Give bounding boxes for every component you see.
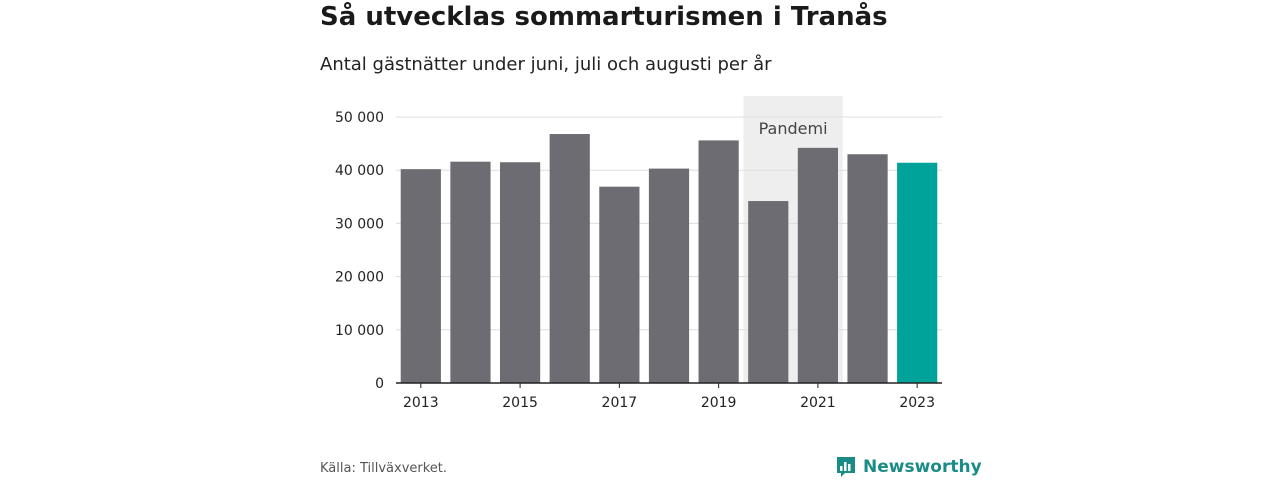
- x-tick-label: 2023: [899, 395, 935, 411]
- y-tick-label: 20 000: [335, 270, 384, 286]
- source-note: Källa: Tillväxverket.: [320, 461, 448, 476]
- bar-2023: [897, 162, 938, 383]
- bar-2015: [499, 162, 541, 383]
- x-tick-label: 2013: [403, 395, 439, 411]
- bar-2014: [450, 161, 491, 383]
- y-tick-label: 0: [375, 376, 384, 392]
- x-tick-label: 2021: [800, 395, 836, 411]
- brand-name: Newsworthy: [863, 457, 982, 477]
- x-tick-label: 2017: [602, 395, 638, 411]
- y-tick-label: 30 000: [335, 216, 384, 232]
- bar-2017: [599, 186, 640, 383]
- pandemic-label: Pandemi: [759, 119, 828, 138]
- bar-2013: [400, 169, 441, 383]
- bar-2021: [797, 147, 839, 383]
- x-tick-label: 2015: [502, 395, 538, 411]
- bar-chart-icon: [837, 457, 855, 477]
- bar-2016: [549, 134, 590, 383]
- bar-2020: [748, 201, 789, 383]
- brand-logo: Newsworthy: [835, 455, 982, 479]
- y-tick-label: 10 000: [335, 323, 384, 339]
- y-tick-label: 40 000: [335, 163, 384, 179]
- x-tick-label: 2019: [701, 395, 737, 411]
- chart-title: Så utvecklas sommarturismen i Tranås: [320, 2, 888, 32]
- y-tick-label: 50 000: [335, 110, 384, 126]
- bar-2018: [648, 168, 690, 383]
- bar-2019: [698, 140, 739, 383]
- bar-2022: [847, 154, 888, 383]
- chart-subtitle: Antal gästnätter under juni, juli och au…: [320, 54, 772, 75]
